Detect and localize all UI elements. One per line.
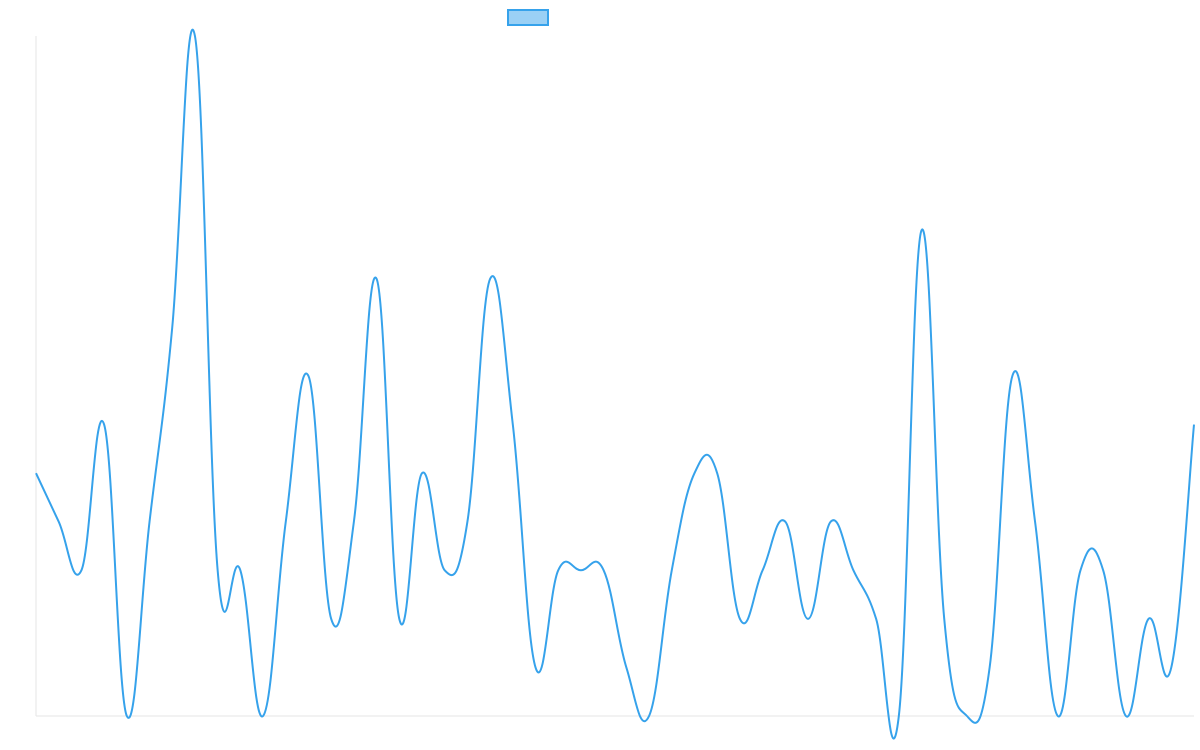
legend-swatch[interactable] xyxy=(507,9,549,26)
line-series xyxy=(35,28,1195,740)
